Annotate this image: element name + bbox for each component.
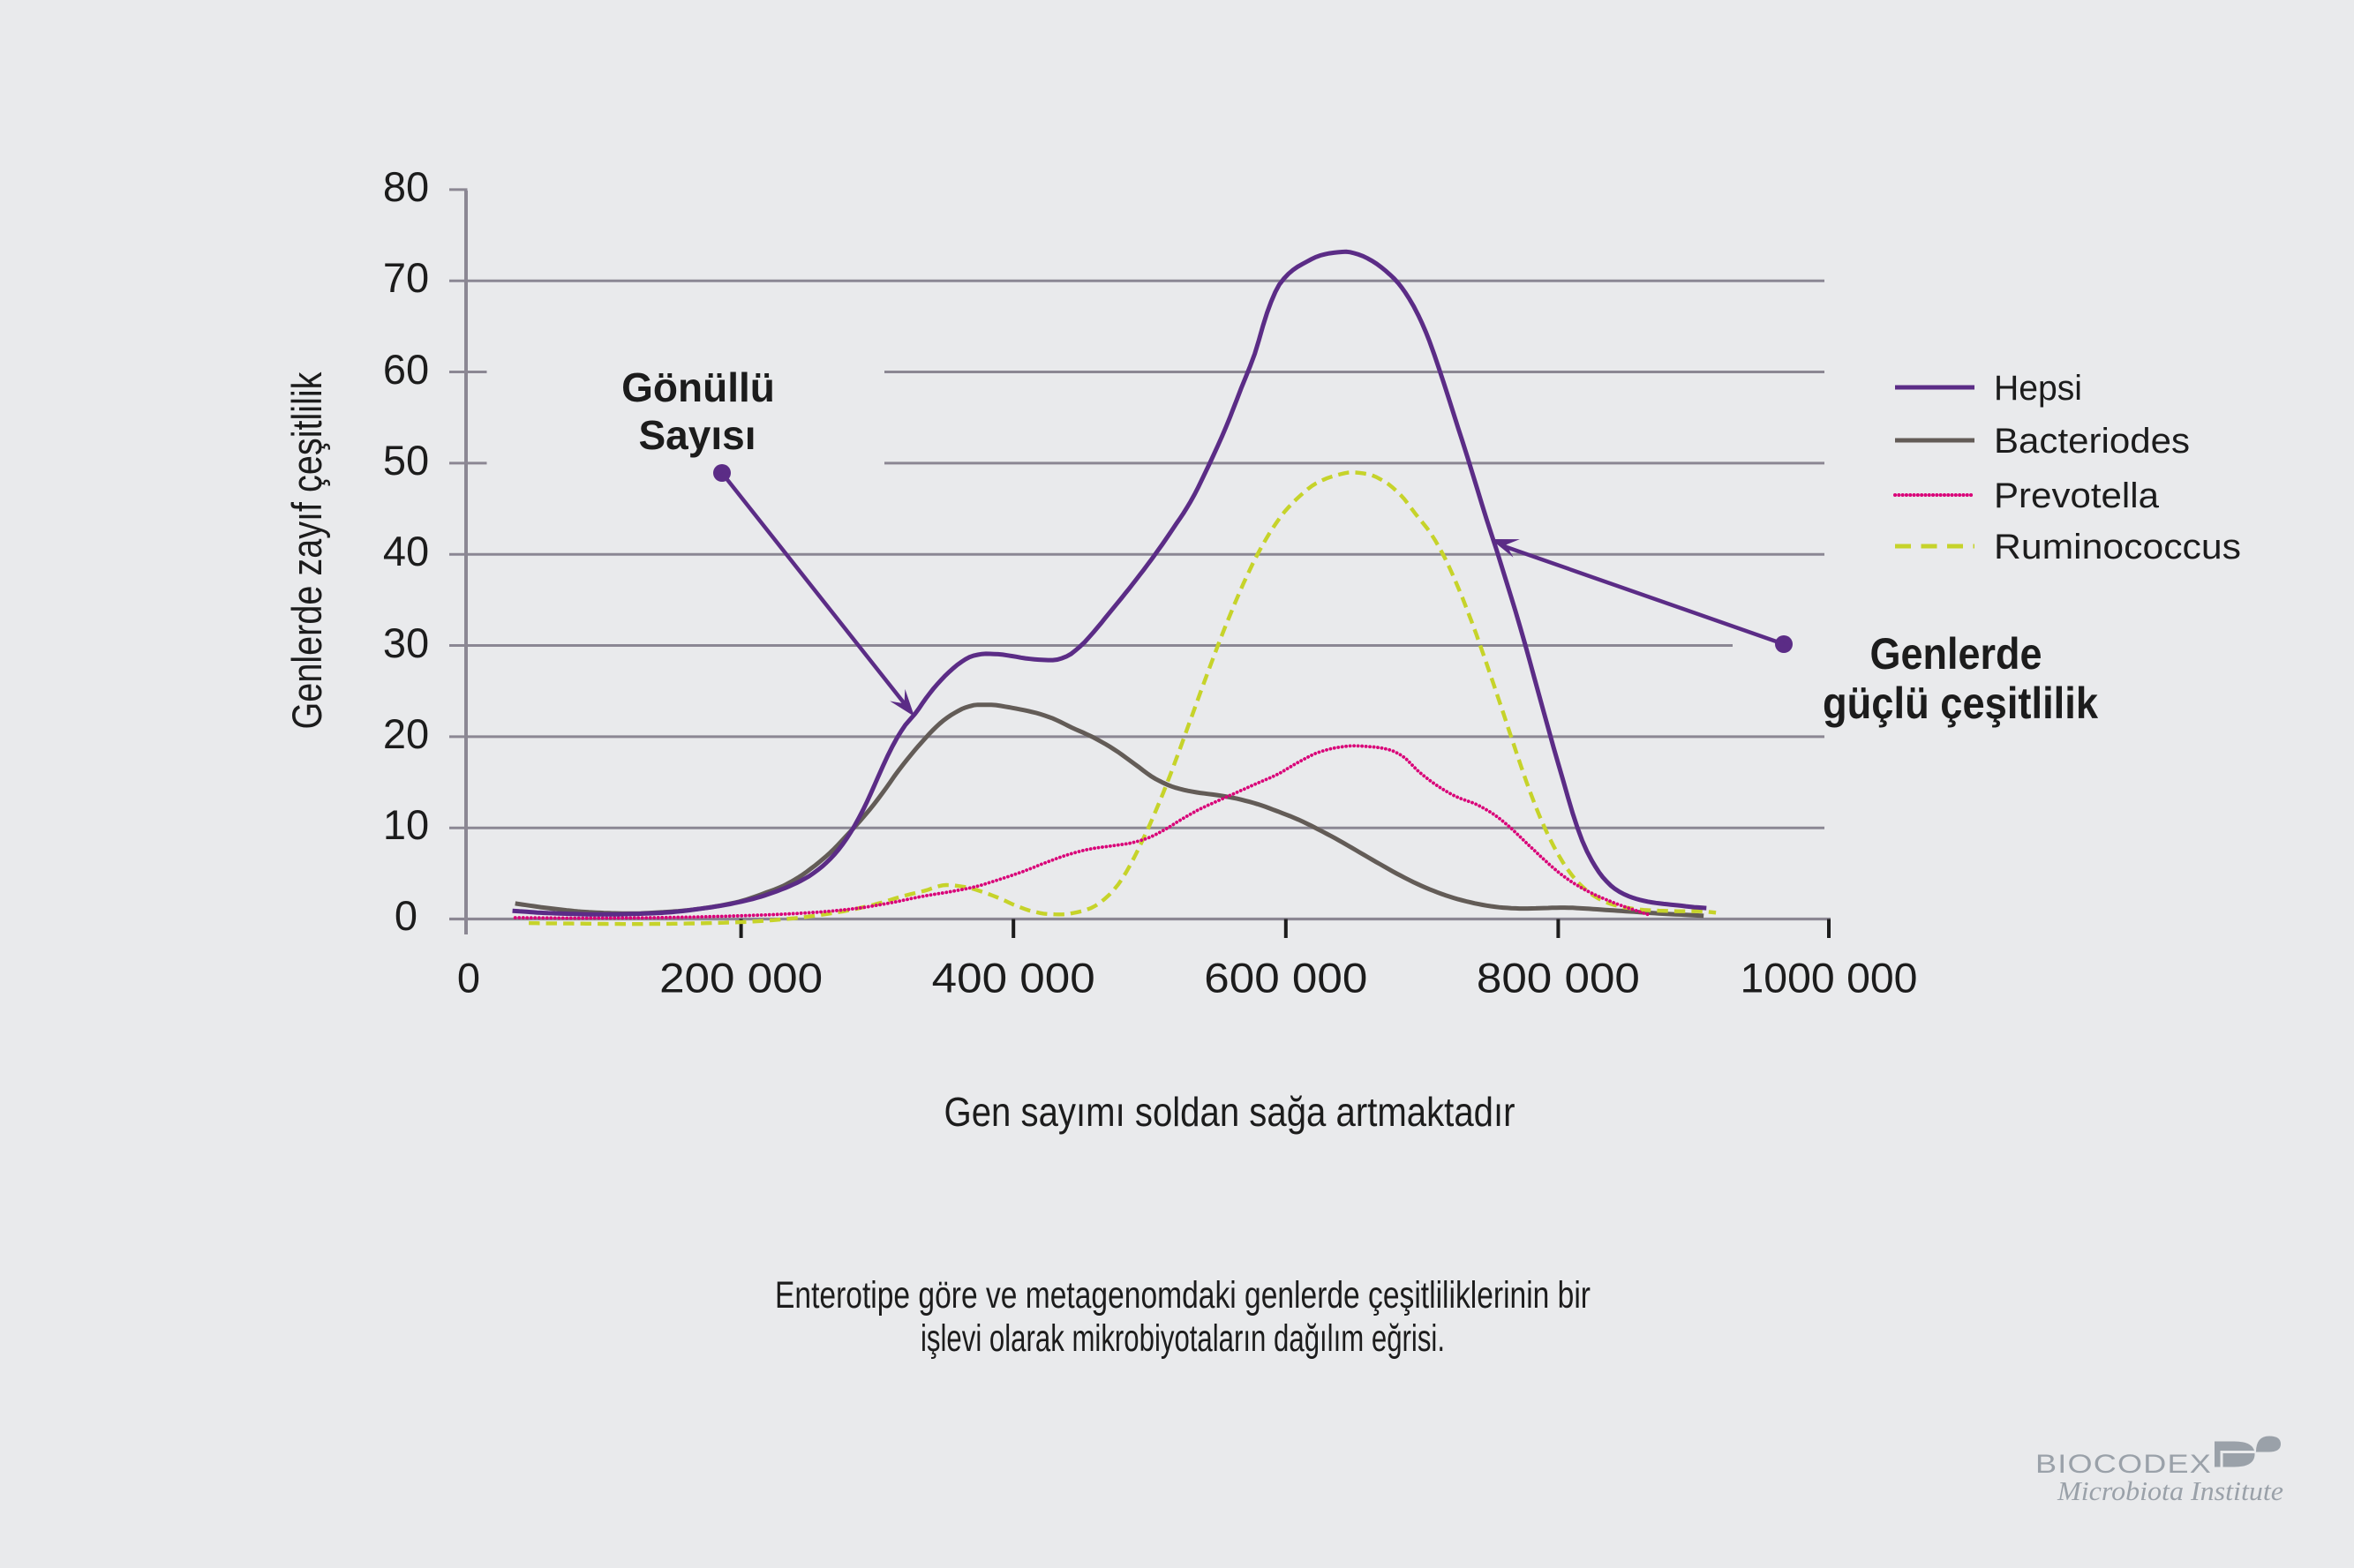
svg-text:Ruminococcus: Ruminococcus [1994,528,2241,566]
svg-text:BIOCODEX: BIOCODEX [2035,1450,2212,1479]
svg-text:400 000: 400 000 [932,955,1095,1002]
svg-text:800 000: 800 000 [1477,955,1640,1002]
svg-text:1000 000: 1000 000 [1741,955,1918,1002]
svg-text:Hepsi: Hepsi [1994,369,2082,408]
svg-text:güçlü çeşitlilik: güçlü çeşitlilik [1823,679,2098,728]
svg-text:Gen sayımı soldan sağa artmakt: Gen sayımı soldan sağa artmaktadır [944,1089,1515,1135]
svg-text:0: 0 [395,892,417,939]
svg-text:80: 80 [383,163,429,210]
svg-text:60: 60 [383,346,429,393]
svg-text:200 000: 200 000 [659,955,823,1002]
svg-text:0: 0 [457,955,480,1002]
svg-text:Microbiota Institute: Microbiota Institute [2057,1475,2283,1506]
svg-text:Genlerde: Genlerde [1870,629,2042,679]
svg-text:10: 10 [383,801,429,848]
svg-text:600 000: 600 000 [1204,955,1367,1002]
svg-text:Genlerde zayıf çeşitlilik: Genlerde zayıf çeşitlilik [283,371,330,729]
svg-text:Bacteriodes: Bacteriodes [1994,422,2190,461]
svg-text:50: 50 [383,437,429,484]
svg-text:70: 70 [383,254,429,301]
svg-text:40: 40 [383,528,429,574]
svg-text:Sayısı: Sayısı [639,412,756,458]
svg-text:işlevi olarak mikrobiyotaların: işlevi olarak mikrobiyotaların dağılım e… [921,1317,1445,1360]
svg-text:20: 20 [383,710,429,757]
svg-text:30: 30 [383,619,429,666]
svg-text:Gönüllü: Gönüllü [621,364,775,410]
svg-text:Prevotella: Prevotella [1994,476,2160,515]
svg-text:Enterotipe göre ve metagenomda: Enterotipe göre ve metagenomdaki genlerd… [775,1274,1591,1317]
